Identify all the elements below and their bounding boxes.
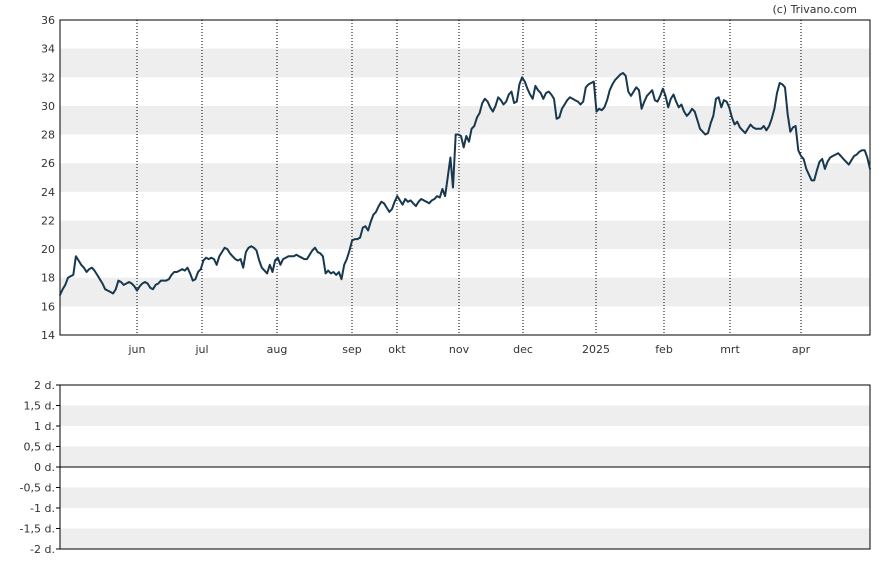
- x-tick-label: jun: [128, 343, 146, 356]
- price-series-line: [59, 72, 871, 296]
- y-tick-label: -2 d.: [30, 543, 55, 556]
- x-tick-label: 2025: [582, 343, 610, 356]
- y-tick-label: 1 d.: [34, 420, 55, 433]
- y-tick-label: 24: [41, 186, 55, 199]
- y-tick-label: 22: [41, 214, 55, 227]
- x-tick-label: dec: [513, 343, 533, 356]
- y-tick-label: 20: [41, 243, 55, 256]
- x-tick-label: nov: [449, 343, 470, 356]
- band: [60, 528, 870, 549]
- plot-frame: [59, 19, 871, 336]
- band: [60, 277, 870, 307]
- y-tick-label: -1,5 d.: [20, 523, 55, 536]
- y-tick-label: 2 d.: [34, 379, 55, 392]
- x-tick-label: jul: [194, 343, 208, 356]
- y-tick-label: 34: [41, 43, 55, 56]
- band: [60, 487, 870, 508]
- y-tick-label: -1 d.: [30, 502, 55, 515]
- x-tick-label: aug: [267, 343, 288, 356]
- band: [60, 48, 870, 78]
- y-tick-label: 14: [41, 329, 55, 342]
- x-tick-label: feb: [655, 343, 673, 356]
- x-tick-label: mrt: [720, 343, 740, 356]
- y-tick-label: 30: [41, 100, 55, 113]
- band: [60, 446, 870, 467]
- secondary-chart: 2 d. 1,5 d. 1 d. 0,5 d. 0 d. -0,5 d. -1 d. -1,5…: [20, 379, 871, 556]
- credit-label: (c) Trivano.com: [772, 3, 857, 16]
- y-tick-label: 1,5 d.: [24, 400, 55, 413]
- y-tick-label: 0 d.: [34, 461, 55, 474]
- plot-frame: [59, 384, 871, 550]
- band: [60, 405, 870, 426]
- y-tick-label: 28: [41, 129, 55, 142]
- y-tick-label: 26: [41, 157, 55, 170]
- band: [60, 163, 870, 192]
- y-tick-label: -0,5 d.: [20, 482, 55, 495]
- x-tick-label: okt: [388, 343, 406, 356]
- y-tick-label: 16: [41, 300, 55, 313]
- y-tick-label: 32: [41, 71, 55, 84]
- y-tick-label: 18: [41, 272, 55, 285]
- x-tick-label: apr: [792, 343, 811, 356]
- y-tick-label: 36: [41, 14, 55, 27]
- x-tick-label: sep: [342, 343, 361, 356]
- price-chart: jun jul aug sep okt nov dec 2025 feb mrt apr 36 34 32…: [41, 14, 871, 356]
- band: [60, 105, 870, 135]
- band: [60, 220, 870, 250]
- y-tick-label: 0,5 d.: [24, 441, 55, 454]
